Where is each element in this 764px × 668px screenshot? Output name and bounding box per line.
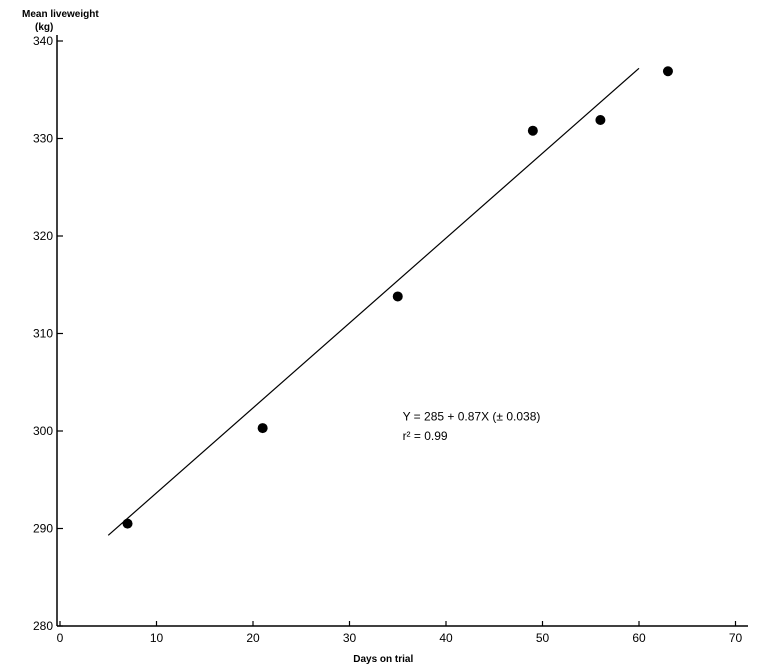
- data-points: [122, 66, 673, 529]
- y-tick-label-340: 340: [33, 34, 53, 48]
- y-ticks: 280 290 300 310 320 330 340: [33, 34, 63, 633]
- y-tick-label-280: 280: [33, 619, 53, 633]
- y-axis-unit: (kg): [35, 22, 53, 33]
- x-tick-label-70: 70: [729, 631, 743, 645]
- x-tick-label-30: 30: [343, 631, 357, 645]
- r-squared-label: r² = 0.99: [403, 429, 448, 443]
- y-axis-title: Mean liveweight: [22, 9, 99, 20]
- data-point-2: [392, 291, 403, 302]
- x-tick-label-40: 40: [439, 631, 453, 645]
- x-ticks: 0 10 20 30 40 50 60 70: [57, 621, 743, 645]
- regression-line: [107, 67, 640, 536]
- x-tick-label-20: 20: [246, 631, 260, 645]
- y-tick-label-330: 330: [33, 132, 53, 146]
- y-tick-label-320: 320: [33, 229, 53, 243]
- x-tick-label-60: 60: [632, 631, 646, 645]
- y-tick-label-290: 290: [33, 522, 53, 536]
- data-point-3: [527, 125, 538, 136]
- x-tick-label-10: 10: [150, 631, 164, 645]
- y-tick-label-310: 310: [33, 327, 53, 341]
- x-tick-label-0: 0: [57, 631, 64, 645]
- x-axis-title: Days on trial: [353, 654, 413, 665]
- regression-equation: Y = 285 + 0.87X (± 0.038): [403, 409, 541, 423]
- axes: [56, 35, 748, 627]
- x-tick-label-50: 50: [536, 631, 550, 645]
- data-point-4: [595, 114, 606, 125]
- data-point-5: [662, 66, 673, 77]
- y-tick-label-300: 300: [33, 424, 53, 438]
- data-point-0: [122, 518, 133, 529]
- data-point-1: [257, 423, 268, 434]
